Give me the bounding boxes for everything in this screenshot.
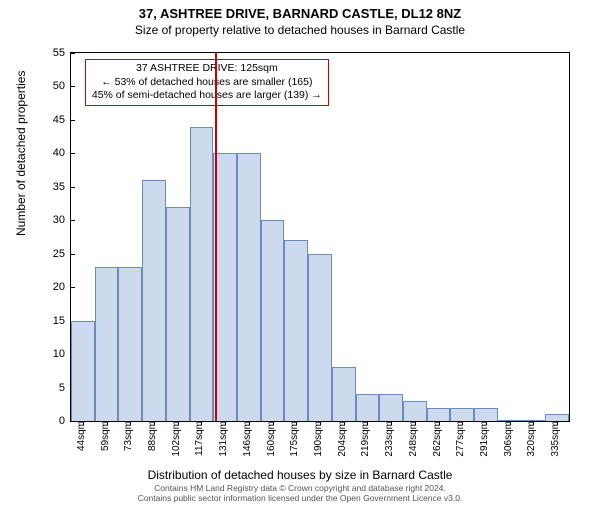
histogram-bar [118,267,142,421]
chart-subtitle: Size of property relative to detached ho… [0,23,600,37]
x-tick-label: 219sqm [360,421,371,457]
x-tick-label: 204sqm [337,421,348,457]
y-tick: 30 [53,214,71,226]
histogram-bar [95,267,119,421]
chart-plot-area: 37 ASHTREE DRIVE: 125sqm ← 53% of detach… [70,52,570,422]
x-tick-label: 88sqm [147,421,158,451]
chart-title: 37, ASHTREE DRIVE, BARNARD CASTLE, DL12 … [0,6,600,21]
footer-line-2: Contains public sector information licen… [0,494,600,504]
histogram-bar [545,414,569,421]
x-tick-label: 175sqm [289,421,300,457]
histogram-bar [71,321,95,421]
histogram-bar [332,367,356,421]
histogram-bar [166,207,190,421]
x-tick-label: 233sqm [384,421,395,457]
x-tick-label: 102sqm [171,421,182,457]
x-axis-label: Distribution of detached houses by size … [0,468,600,482]
histogram-bar [142,180,166,421]
x-tick-label: 320sqm [526,421,537,457]
y-tick: 55 [53,47,71,59]
x-tick-label: 306sqm [503,421,514,457]
y-tick: 5 [59,382,71,394]
histogram-bar [284,240,308,421]
histogram-bar [379,394,403,421]
x-tick-label: 190sqm [313,421,324,457]
y-tick: 50 [53,80,71,92]
y-axis-label: Number of detached properties [14,71,28,236]
histogram-bar [403,401,427,421]
histogram-bar [450,408,474,421]
annotation-line-3: 45% of semi-detached houses are larger (… [92,89,322,103]
histogram-bar [308,254,332,421]
x-tick-label: 277sqm [455,421,466,457]
x-tick-label: 59sqm [100,421,111,451]
x-tick-label: 146sqm [242,421,253,457]
y-tick: 45 [53,114,71,126]
x-tick-label: 248sqm [408,421,419,457]
x-tick-label: 117sqm [194,421,205,456]
y-tick: 20 [53,281,71,293]
x-tick-label: 73sqm [123,421,134,451]
y-tick: 35 [53,181,71,193]
x-tick-label: 131sqm [218,421,229,457]
histogram-bar [474,408,498,421]
attribution-footer: Contains HM Land Registry data © Crown c… [0,484,600,504]
annotation-line-1: 37 ASHTREE DRIVE: 125sqm [92,62,322,76]
x-tick-label: 335sqm [550,421,561,457]
x-tick-label: 262sqm [432,421,443,457]
histogram-bar [237,153,261,421]
annotation-line-2: ← 53% of detached houses are smaller (16… [92,76,322,90]
property-marker-line [215,53,217,421]
x-tick-label: 291sqm [479,421,490,457]
histogram-bar [190,127,214,421]
x-tick-label: 44sqm [76,421,87,451]
marker-annotation: 37 ASHTREE DRIVE: 125sqm ← 53% of detach… [85,59,329,106]
y-tick: 15 [53,315,71,327]
histogram-bar [427,408,451,421]
histogram-bar [261,220,285,421]
y-tick: 25 [53,248,71,260]
y-tick: 10 [53,348,71,360]
x-tick-label: 160sqm [266,421,277,457]
y-tick: 0 [59,415,71,427]
y-tick: 40 [53,147,71,159]
histogram-bar [356,394,380,421]
